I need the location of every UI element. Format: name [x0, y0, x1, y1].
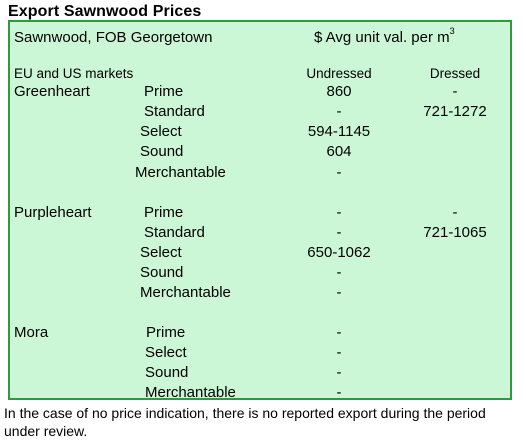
product-label: Sawnwood, FOB Georgetown [14, 29, 213, 46]
price-table-panel: Sawnwood, FOB Georgetown $ Avg unit val.… [8, 20, 512, 400]
undressed-value: - [336, 364, 342, 381]
undressed-value: 594-1145 [307, 123, 371, 140]
grade-label: Merchantable [145, 384, 236, 401]
undressed-value: - [336, 264, 342, 281]
grade-label: Select [140, 244, 182, 261]
grade-label: Standard [144, 224, 205, 241]
grade-label: Sound [140, 264, 184, 281]
grade-label: Merchantable [135, 164, 226, 181]
grade-label: Standard [144, 103, 205, 120]
undressed-value: 604 [326, 143, 352, 160]
undressed-value: - [336, 324, 342, 341]
species-name: Greenheart [14, 83, 90, 100]
unit-label: $ Avg unit val. per m3 [314, 26, 455, 46]
grade-label: Sound [145, 364, 189, 381]
dressed-value: 721-1065 [423, 224, 487, 241]
page-title: Export Sawnwood Prices [8, 3, 202, 20]
undressed-column-header: Undressed [306, 66, 372, 81]
undressed-value: - [336, 384, 342, 401]
grade-label: Prime [144, 83, 184, 100]
undressed-value: - [336, 344, 342, 361]
footnote: In the case of no price indication, ther… [4, 405, 486, 439]
undressed-value: 650-1062 [307, 244, 371, 261]
undressed-value: - [336, 103, 342, 120]
grade-label: Merchantable [140, 284, 231, 301]
undressed-value: - [336, 284, 342, 301]
undressed-value: 860 [326, 83, 352, 100]
grade-label: Select [145, 344, 187, 361]
dressed-value: - [452, 204, 458, 221]
dressed-value: - [452, 83, 458, 100]
grade-label: Prime [146, 324, 186, 341]
undressed-value: - [336, 164, 342, 181]
undressed-value: - [336, 204, 342, 221]
market-column-header: EU and US markets [14, 66, 134, 81]
dressed-column-header: Dressed [429, 66, 481, 81]
grade-label: Sound [140, 143, 184, 160]
grade-label: Select [140, 123, 182, 140]
species-name: Purpleheart [14, 204, 92, 221]
grade-label: Prime [144, 204, 184, 221]
species-name: Mora [14, 324, 49, 341]
undressed-value: - [336, 224, 342, 241]
dressed-value: 721-1272 [423, 103, 487, 120]
